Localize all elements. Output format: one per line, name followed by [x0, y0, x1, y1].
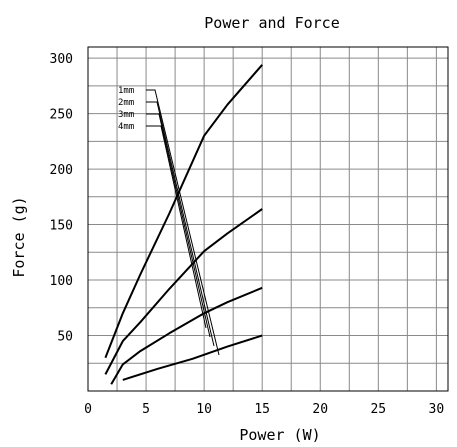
- tick-labels: 0 5 10 15 20 25 30 50 100 150 200 250 300: [50, 52, 445, 417]
- y-tick-label: 100: [50, 274, 73, 289]
- y-tick-label: 250: [50, 108, 73, 123]
- x-tick-label: 30: [429, 402, 445, 417]
- x-tick-label: 15: [254, 402, 270, 417]
- series-leader-line: [146, 101, 215, 347]
- y-tick-label: 150: [50, 219, 73, 234]
- series-line-2mm: [104, 208, 263, 375]
- grid: [87, 46, 449, 392]
- x-tick-label: 10: [196, 402, 212, 417]
- y-tick-label: 200: [50, 163, 73, 178]
- series-lines: 1mm 2mm 3mm 4mm: [104, 64, 263, 385]
- series-label-2mm: 2mm: [118, 98, 134, 108]
- x-tick-label: 5: [142, 402, 150, 417]
- y-tick-label: 300: [50, 52, 73, 67]
- series-label-4mm: 4mm: [118, 122, 134, 132]
- series-label-1mm: 1mm: [118, 86, 134, 96]
- series-line-4mm: [122, 334, 263, 381]
- y-tick-label: 50: [57, 330, 73, 345]
- y-axis-label: Force (g): [10, 196, 28, 277]
- x-axis-label: Power (W): [239, 426, 320, 444]
- x-tick-label: 25: [370, 402, 386, 417]
- x-tick-label: 0: [84, 402, 92, 417]
- series-line-1mm: [104, 64, 263, 359]
- series-leader-line: [146, 125, 207, 329]
- series-label-3mm: 3mm: [118, 110, 134, 120]
- x-tick-label: 20: [312, 402, 328, 417]
- series-leader-line: [146, 113, 211, 338]
- series-leader-line: [146, 89, 220, 356]
- plot-frame: [87, 46, 449, 392]
- series-line-3mm: [110, 286, 263, 385]
- chart-title: Power and Force: [204, 14, 339, 32]
